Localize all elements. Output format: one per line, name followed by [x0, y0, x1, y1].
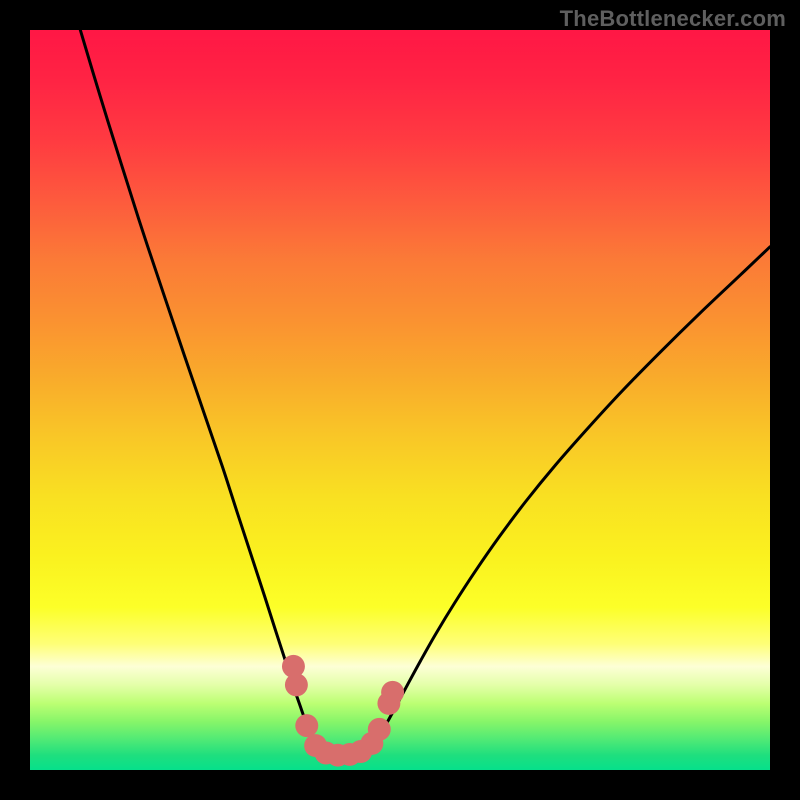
watermark-text: TheBottlenecker.com	[560, 6, 786, 32]
bead-marker	[285, 673, 308, 696]
bead-marker	[368, 718, 391, 741]
plot-area	[30, 30, 770, 770]
outer-frame: TheBottlenecker.com	[0, 0, 800, 800]
bead-marker	[381, 681, 404, 704]
bead-marker	[295, 714, 318, 737]
beads-layer	[30, 30, 770, 770]
